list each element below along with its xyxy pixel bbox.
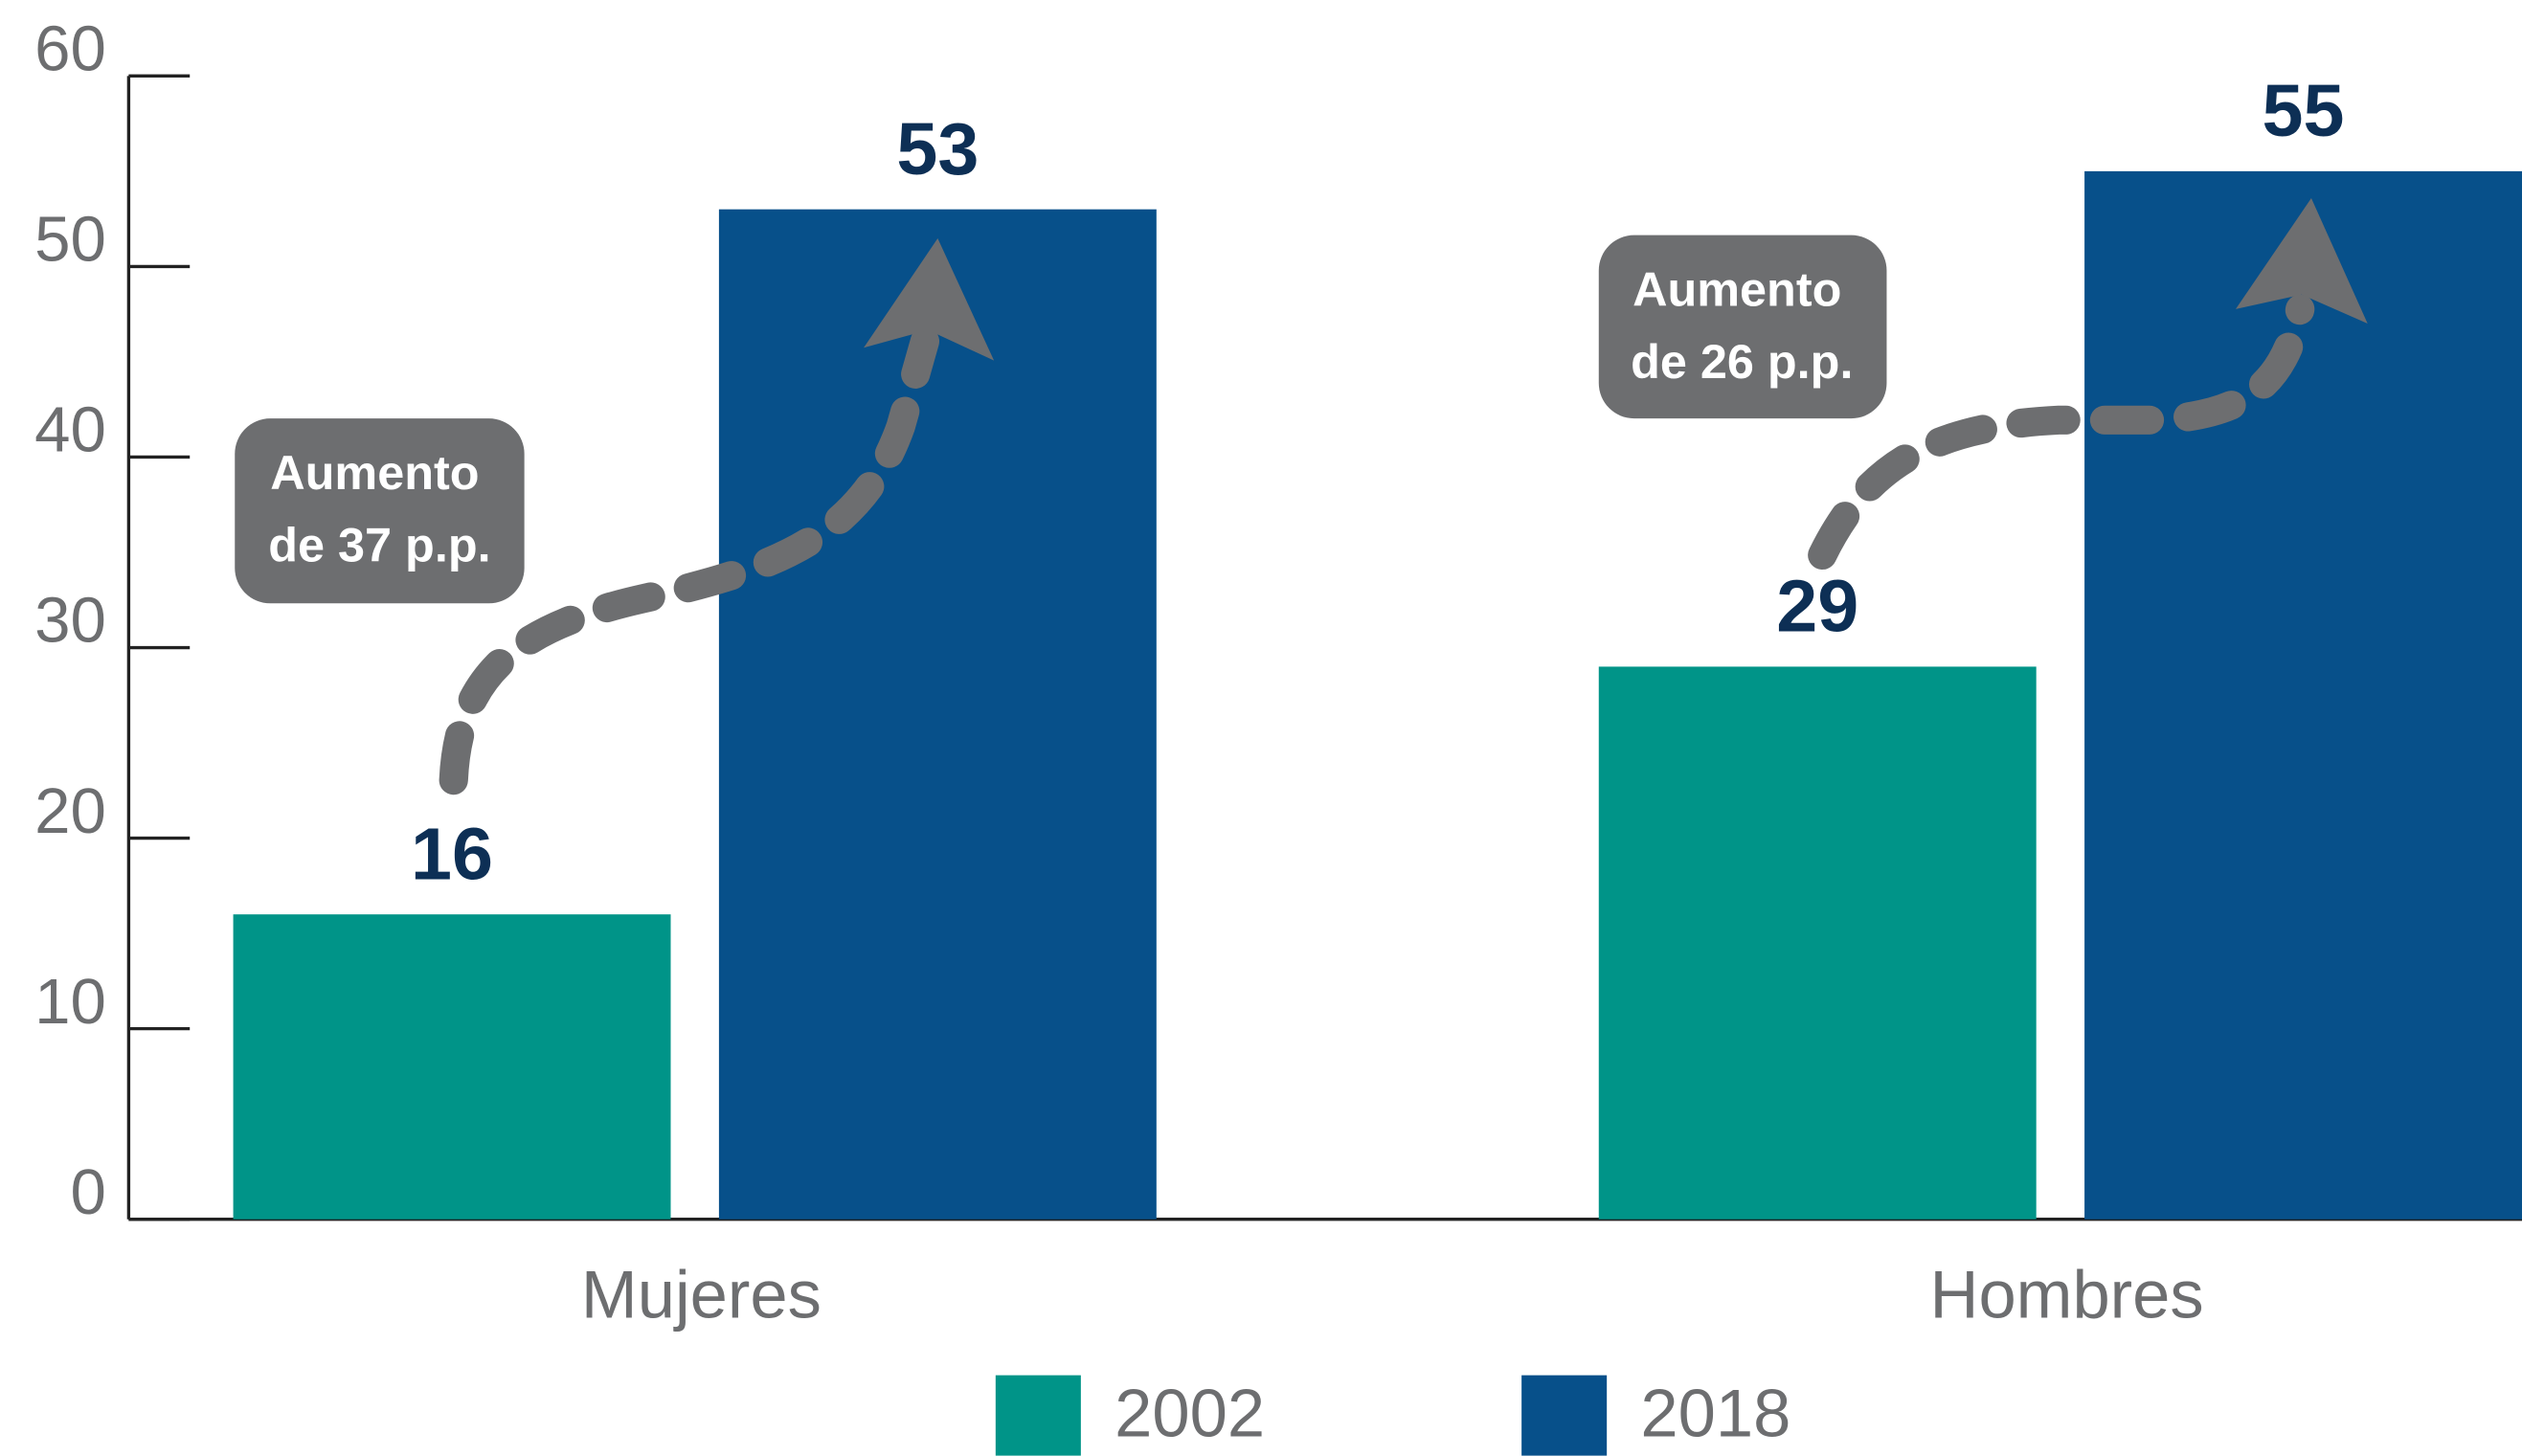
y-tick-label: 30 — [34, 585, 106, 657]
arrow-head — [864, 237, 995, 361]
legend-swatch — [995, 1375, 1081, 1456]
arrow-curve — [1808, 294, 2315, 571]
y-tick-label: 60 — [34, 13, 106, 85]
annotation: Aumento — [1633, 261, 1841, 316]
bar — [1598, 666, 2037, 1220]
bar — [718, 209, 1157, 1220]
y-tick-label: 20 — [34, 775, 106, 847]
y-tick-label: 10 — [34, 966, 106, 1038]
x-tick-label: Mujeres — [581, 1256, 822, 1332]
y-tick-label: 40 — [34, 394, 106, 466]
bar — [233, 914, 671, 1220]
value-label: 16 — [411, 813, 493, 895]
annotation: de 26 p.p. — [1631, 334, 1853, 389]
annotation-box — [1598, 235, 1887, 419]
arrows — [439, 294, 2315, 795]
bar — [2084, 170, 2522, 1220]
y-tick-label: 0 — [70, 1156, 105, 1228]
legend-label: 2002 — [1115, 1376, 1265, 1451]
annotation: de 37 p.p. — [268, 518, 490, 572]
bars — [233, 170, 2522, 1220]
annotation: Aumento — [270, 445, 479, 500]
arrow-curve — [439, 326, 940, 795]
value-label: 29 — [1776, 566, 1858, 648]
annotation-box — [235, 418, 525, 604]
x-tick-label: Hombres — [1930, 1256, 2204, 1332]
y-tick-label: 50 — [34, 204, 106, 276]
legend-swatch — [1521, 1375, 1608, 1456]
value-label: 53 — [896, 108, 979, 190]
arrow-head — [2235, 197, 2368, 325]
legend-label: 2018 — [1640, 1376, 1790, 1451]
value-label: 55 — [2263, 70, 2345, 152]
